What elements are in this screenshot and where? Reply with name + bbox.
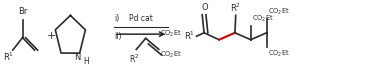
Text: CO$_2$Et: CO$_2$Et bbox=[268, 7, 290, 17]
Text: CO$_2$Et: CO$_2$Et bbox=[160, 50, 182, 60]
Text: ii): ii) bbox=[115, 32, 122, 41]
Text: i): i) bbox=[115, 14, 120, 23]
Text: Pd cat: Pd cat bbox=[130, 14, 153, 23]
Text: CO$_2$Et: CO$_2$Et bbox=[160, 29, 182, 39]
Text: N: N bbox=[74, 53, 81, 62]
Text: H: H bbox=[84, 57, 89, 66]
Text: Br: Br bbox=[18, 7, 27, 16]
Text: CO$_2$Et: CO$_2$Et bbox=[268, 48, 290, 59]
Text: $\mathsf{R^2}$: $\mathsf{R^2}$ bbox=[230, 2, 241, 14]
Text: $\mathsf{R^1}$: $\mathsf{R^1}$ bbox=[3, 51, 14, 63]
Text: CO$_2$Et: CO$_2$Et bbox=[252, 14, 274, 24]
Text: $\mathsf{R^1}$: $\mathsf{R^1}$ bbox=[184, 30, 195, 42]
Text: $\mathsf{R^2}$: $\mathsf{R^2}$ bbox=[129, 53, 139, 65]
Text: +: + bbox=[47, 31, 56, 41]
Text: O: O bbox=[201, 3, 208, 12]
